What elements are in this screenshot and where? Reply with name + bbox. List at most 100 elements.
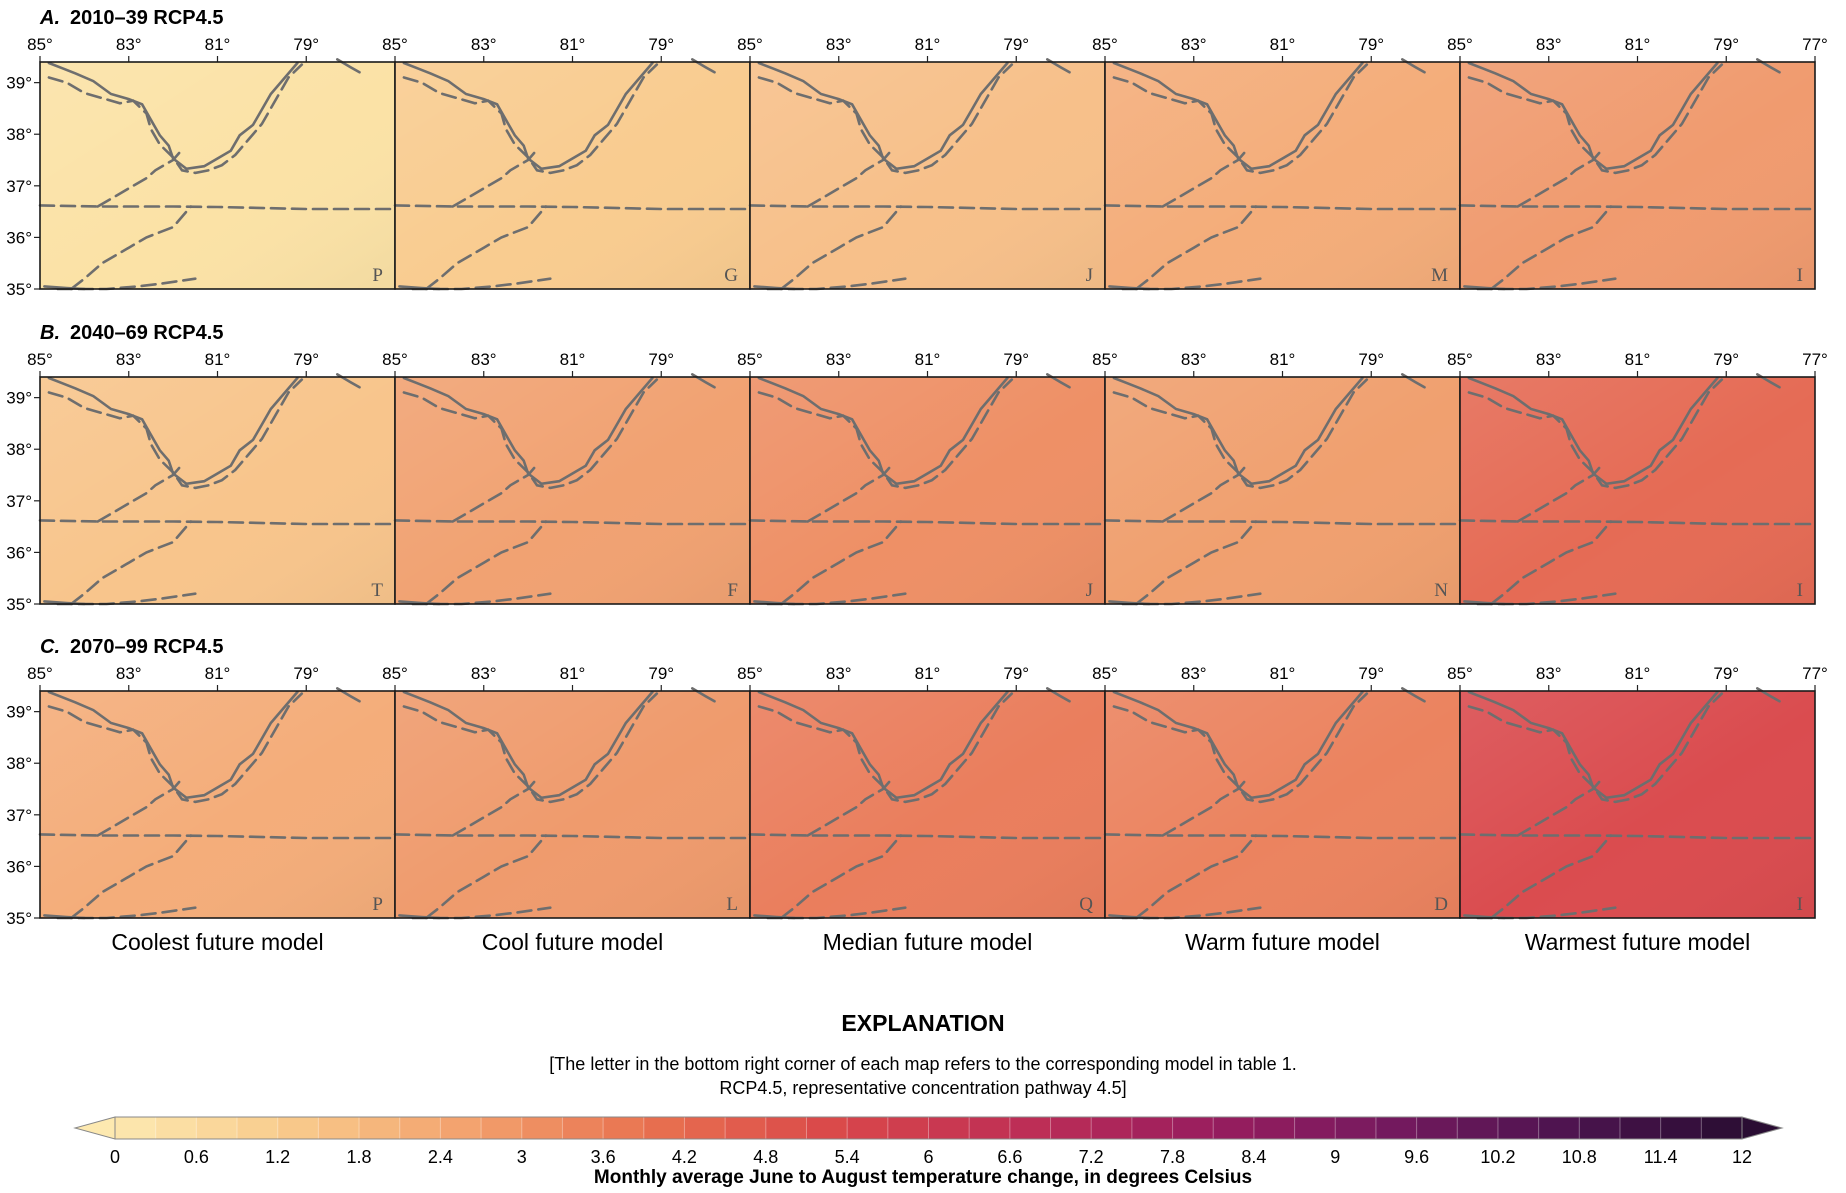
colorbar-segment [1660, 1117, 1702, 1139]
lon-tick-label: 79° [648, 350, 674, 369]
state-boundary-line [748, 204, 1107, 211]
model-letter: I [1797, 894, 1803, 915]
state-boundary-line [1467, 378, 1724, 490]
map-shading [40, 377, 395, 604]
state-boundary-line [47, 378, 304, 490]
river-line [757, 376, 1009, 486]
column-labels: Coolest future model Cool future model Med… [111, 929, 1750, 955]
state-boundary-line [1103, 519, 1462, 526]
lon-tick-label: 79° [1358, 350, 1384, 369]
state-boundary-line [424, 834, 548, 920]
colorbar-segment [725, 1117, 767, 1139]
map-shading [395, 377, 750, 604]
lon-tick-label: 85° [27, 350, 53, 369]
explanation-note: [The letter in the bottom right corner o… [549, 1054, 1296, 1074]
colorbar-tick-label: 11.4 [1644, 1147, 1678, 1167]
lon-tick-label: 81° [560, 35, 586, 54]
colorbar-segment [765, 1117, 807, 1139]
lon-tick-label: 77° [1802, 35, 1828, 54]
lon-tick-label: 83° [116, 35, 142, 54]
map-panel: L [393, 687, 752, 920]
lon-tick-label: 79° [1713, 350, 1739, 369]
map-panel: G [393, 58, 752, 291]
row-letter: B. [40, 322, 60, 344]
state-boundary-line [1112, 378, 1369, 490]
model-letter: G [724, 265, 738, 286]
lon-tick-label: 83° [116, 664, 142, 683]
river-line [1467, 61, 1719, 171]
lon-tick-label: 77° [1802, 350, 1828, 369]
colorbar-tick-label: 0 [110, 1147, 120, 1167]
map-panel: P [38, 687, 397, 920]
lon-tick-label: 83° [826, 35, 852, 54]
state-boundary-line [1458, 833, 1817, 840]
colorbar-tick-label: 3.6 [591, 1147, 616, 1167]
colorbar-segment [1131, 1117, 1174, 1139]
river-line [757, 690, 1009, 800]
lat-tick-label: 38° [6, 754, 32, 773]
lat-tick-label: 36° [6, 543, 32, 562]
lon-tick-label: 83° [826, 664, 852, 683]
lon-tick-label: 81° [1270, 664, 1296, 683]
lat-tick-label: 39° [6, 74, 32, 93]
lon-tick-label: 83° [116, 350, 142, 369]
state-boundary-line [69, 520, 193, 606]
lon-tick-label: 81° [1625, 35, 1651, 54]
colorbar-segment [196, 1117, 238, 1139]
colorbar-tick-label: 1.2 [265, 1147, 290, 1167]
model-letter: I [1797, 580, 1803, 601]
state-boundary-line [393, 204, 752, 211]
map-shading [1105, 377, 1460, 604]
state-boundary-line [1458, 204, 1817, 211]
colorbar-tick-label: 4.2 [672, 1147, 697, 1167]
lat-tick-label: 39° [6, 703, 32, 722]
river-line [47, 376, 299, 486]
lon-tick-label: 79° [1003, 664, 1029, 683]
state-boundary-line [69, 205, 193, 291]
state-boundary-line [38, 204, 397, 211]
lon-tick-label: 79° [293, 35, 319, 54]
model-letter: J [1086, 580, 1093, 601]
model-letter: J [1086, 265, 1093, 286]
column-label: Coolest future model [111, 929, 323, 955]
lon-tick-label: 81° [205, 664, 231, 683]
state-boundary-line [402, 63, 659, 175]
river-line [402, 690, 654, 800]
lon-tick-label: 79° [1003, 350, 1029, 369]
state-boundary-line [1112, 692, 1369, 804]
state-boundary-line [38, 833, 397, 840]
state-boundary-line [1134, 205, 1258, 291]
model-letter: I [1797, 265, 1803, 286]
lat-tick-label: 36° [6, 228, 32, 247]
map-frame [1459, 690, 1816, 919]
colorbar-min-arrow [73, 1116, 116, 1140]
colorbar-tick-label: 4.8 [753, 1147, 778, 1167]
colorbar-label: Monthly average June to August temperatu… [594, 1167, 1252, 1188]
colorbar-segment [928, 1117, 970, 1139]
map-shading [40, 62, 395, 289]
lon-tick-label: 85° [737, 350, 763, 369]
lat-tick-label: 37° [6, 492, 32, 511]
state-boundary-line [47, 692, 304, 804]
colorbar-segment [1538, 1117, 1580, 1139]
state-boundary-line [1103, 833, 1462, 840]
lon-tick-label: 85° [737, 664, 763, 683]
lon-tick-label: 79° [648, 664, 674, 683]
river-line [402, 376, 654, 486]
state-boundary-line [1467, 692, 1724, 804]
lon-tick-label: 85° [737, 35, 763, 54]
lat-tick-label: 37° [6, 177, 32, 196]
state-boundary-line [757, 63, 1014, 175]
lon-tick-label: 81° [560, 350, 586, 369]
map-panel: I [1458, 58, 1817, 291]
lon-tick-label: 83° [471, 350, 497, 369]
colorbar-segment [237, 1117, 279, 1139]
map-shading [395, 62, 750, 289]
colorbar-segment [643, 1117, 685, 1139]
lat-tick-label: 35° [6, 595, 32, 614]
colorbar-tick-label: 2.4 [428, 1147, 453, 1167]
lon-tick-label: 83° [471, 35, 497, 54]
model-letter: F [727, 580, 738, 601]
map-panel: N [1103, 373, 1462, 606]
